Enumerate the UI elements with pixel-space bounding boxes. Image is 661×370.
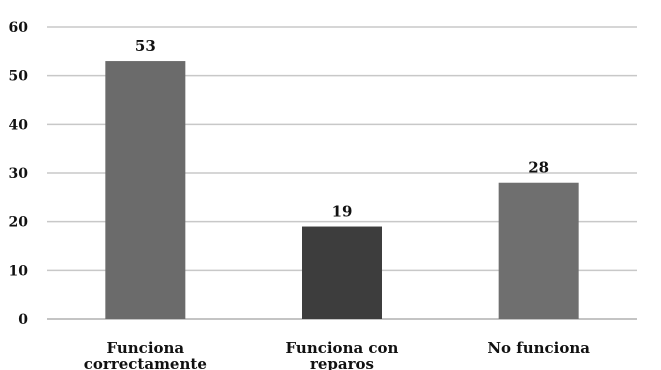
data-label-2: 28 [528, 159, 549, 177]
category-label-0-line-1: correctamente [84, 355, 207, 370]
data-label-1: 19 [332, 203, 353, 221]
data-labels: 53 19 28 [135, 37, 549, 220]
bar-1 [302, 226, 382, 319]
y-tick-label-10: 10 [9, 263, 29, 279]
category-label-1-line-1: reparos [310, 355, 374, 370]
y-tick-label-40: 40 [9, 117, 29, 133]
category-label-0-line-0: Funciona [106, 339, 184, 357]
bars [105, 61, 579, 320]
data-label-0: 53 [135, 37, 156, 55]
y-tick-label-0: 0 [18, 312, 28, 328]
bar-0 [105, 61, 186, 320]
y-tick-label-60: 60 [9, 20, 29, 36]
bar-2 [498, 182, 579, 319]
y-tick-label-30: 30 [9, 166, 29, 182]
category-label-1-line-0: Funciona con [286, 339, 399, 357]
y-tick-label-50: 50 [9, 69, 29, 85]
y-axis-ticks: 0 10 20 30 40 50 60 [9, 20, 29, 328]
y-tick-label-20: 20 [9, 215, 29, 231]
category-label-2-line-0: No funciona [487, 339, 590, 357]
